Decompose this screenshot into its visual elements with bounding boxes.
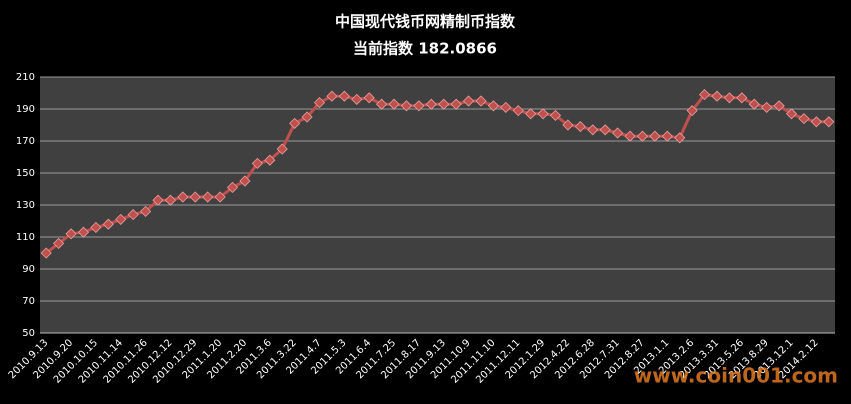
point-marker [599, 124, 611, 136]
point-marker [202, 191, 214, 203]
point-marker [574, 121, 586, 133]
y-tick-label: 110 [16, 232, 35, 243]
point-marker [363, 92, 375, 104]
point-marker [326, 90, 338, 102]
point-marker [425, 98, 437, 110]
watermark: www.coin001.com [634, 364, 838, 388]
point-marker [649, 130, 661, 142]
point-marker [102, 218, 114, 230]
point-marker [549, 109, 562, 121]
point-marker [723, 92, 735, 104]
y-tick-label: 90 [22, 264, 35, 275]
point-marker [376, 98, 388, 110]
y-tick-label: 210 [16, 72, 35, 83]
point-marker [686, 105, 698, 117]
point-marker [773, 100, 785, 112]
point-marker [338, 90, 350, 102]
point-marker [276, 143, 288, 155]
point-marker [636, 130, 649, 142]
point-marker [239, 175, 251, 187]
point-marker [462, 95, 475, 107]
point-marker [612, 127, 624, 139]
series-line [45, 93, 829, 255]
point-marker [313, 97, 326, 109]
point-marker [748, 98, 760, 110]
point-marker [562, 119, 574, 131]
point-marker [177, 191, 189, 203]
point-marker [214, 191, 226, 203]
point-marker [251, 157, 263, 169]
point-marker [189, 191, 201, 203]
point-marker [413, 100, 425, 112]
y-tick-label: 150 [16, 168, 35, 179]
point-marker [90, 221, 102, 233]
point-marker [475, 95, 487, 107]
point-marker [400, 100, 413, 112]
point-marker [761, 101, 773, 113]
point-marker [587, 124, 599, 136]
point-marker [127, 209, 139, 221]
point-marker [487, 100, 499, 112]
point-marker [351, 93, 363, 105]
point-marker [785, 108, 798, 120]
point-marker [661, 130, 673, 142]
point-marker [388, 98, 400, 110]
point-marker [810, 116, 822, 128]
point-marker [699, 89, 711, 101]
point-marker [525, 108, 537, 120]
y-tick-label: 190 [16, 104, 35, 115]
point-marker [500, 101, 512, 113]
point-marker [711, 90, 723, 102]
y-tick-label: 70 [22, 296, 35, 307]
point-marker [226, 181, 239, 193]
y-tick-label: 50 [22, 328, 35, 339]
point-marker [674, 132, 686, 144]
point-marker [152, 194, 164, 206]
chart-title: 中国现代钱币网精制币指数 [335, 13, 516, 31]
point-marker [823, 116, 835, 128]
point-marker [301, 111, 313, 123]
point-marker [115, 213, 127, 225]
point-marker [537, 108, 549, 120]
point-marker [512, 105, 524, 117]
y-tick-label: 170 [16, 136, 35, 147]
point-marker [438, 98, 450, 110]
point-marker [40, 247, 52, 259]
point-marker [624, 130, 636, 142]
point-marker [77, 226, 90, 238]
point-marker [140, 205, 152, 217]
point-marker [65, 228, 77, 240]
point-marker [53, 237, 65, 249]
point-marker [736, 92, 748, 104]
point-marker [798, 113, 810, 125]
point-marker [289, 117, 301, 129]
point-marker [450, 98, 462, 110]
chart-subtitle: 当前指数 182.0866 [353, 40, 497, 58]
y-tick-label: 130 [16, 200, 35, 211]
point-marker [264, 154, 276, 166]
point-marker [164, 194, 176, 206]
